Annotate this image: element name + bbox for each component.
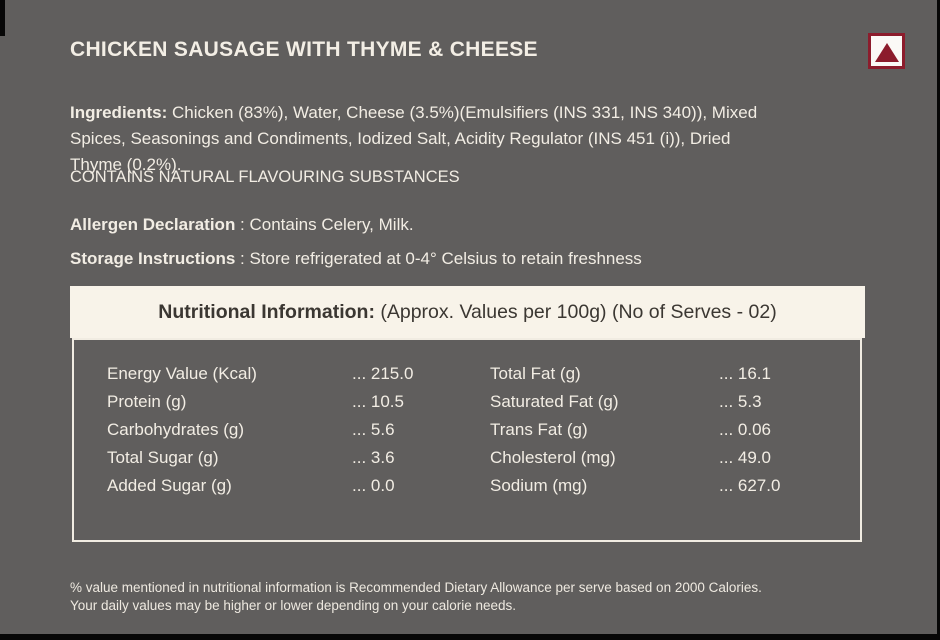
- storage-text: : Store refrigerated at 0-4° Celsius to …: [235, 249, 642, 268]
- rda-disclaimer: % value mentioned in nutritional informa…: [70, 579, 890, 615]
- photo-edge-artifact-right: [937, 0, 940, 640]
- nutrient-value: ... 49.0: [719, 448, 771, 467]
- nutrient-value: ... 627.0: [719, 476, 781, 495]
- ingredients-label: Ingredients:: [70, 103, 168, 122]
- rda-disclaimer-line1: % value mentioned in nutritional informa…: [70, 580, 762, 595]
- nutrition-header-title: Nutritional Information:: [158, 301, 375, 323]
- nutrient-value: ... 10.5: [352, 392, 404, 411]
- nutrient-label: Total Sugar (g): [107, 448, 219, 467]
- nutrition-header-subtitle: (Approx. Values per 100g) (No of Serves …: [374, 301, 777, 323]
- nutrient-label: Added Sugar (g): [107, 476, 232, 495]
- ingredients-paragraph: Ingredients: Chicken (83%), Water, Chees…: [70, 100, 760, 178]
- nutrition-header-bar: Nutritional Information: (Approx. Values…: [70, 286, 865, 338]
- nutrient-value: ... 5.3: [719, 392, 762, 411]
- non-veg-triangle-icon: [874, 42, 899, 62]
- nutrient-value: ... 5.6: [352, 420, 395, 439]
- nutrient-label: Sodium (mg): [490, 476, 588, 495]
- table-row: Energy Value (Kcal) ... 215.0 Total Fat …: [74, 364, 860, 392]
- table-row: Total Sugar (g) ... 3.6 Cholesterol (mg)…: [74, 448, 860, 476]
- photo-edge-artifact-bottom: [0, 634, 940, 640]
- nutrient-label: Saturated Fat (g): [490, 392, 619, 411]
- photo-edge-artifact-topleft: [0, 0, 5, 36]
- contains-statement: CONTAINS NATURAL FLAVOURING SUBSTANCES: [70, 168, 460, 186]
- allergen-text: : Contains Celery, Milk.: [235, 215, 414, 234]
- table-row: Protein (g) ... 10.5 Saturated Fat (g) .…: [74, 392, 860, 420]
- allergen-label: Allergen Declaration: [70, 215, 236, 234]
- nutrient-label: Carbohydrates (g): [107, 420, 245, 439]
- nutrient-label: Energy Value (Kcal): [107, 364, 257, 383]
- nutrient-label: Total Fat (g): [490, 364, 581, 383]
- product-title: CHICKEN SAUSAGE WITH THYME & CHEESE: [70, 38, 538, 61]
- rda-disclaimer-line2: Your daily values may be higher or lower…: [70, 598, 517, 613]
- non-veg-icon: [868, 33, 905, 69]
- table-row: Carbohydrates (g) ... 5.6 Trans Fat (g) …: [74, 420, 860, 448]
- nutrient-value: ... 16.1: [719, 364, 771, 383]
- ingredients-text: Chicken (83%), Water, Cheese (3.5%)(Emul…: [70, 103, 758, 174]
- nutrient-value: ... 3.6: [352, 448, 395, 467]
- storage-label: Storage Instructions: [70, 249, 236, 268]
- nutrient-value: ... 215.0: [352, 364, 414, 383]
- storage-instructions: Storage Instructions : Store refrigerate…: [70, 249, 642, 269]
- nutrient-label: Trans Fat (g): [490, 420, 588, 439]
- table-row: Added Sugar (g) ... 0.0 Sodium (mg) ... …: [74, 476, 860, 504]
- nutrient-label: Cholesterol (mg): [490, 448, 616, 467]
- nutrient-value: ... 0.06: [719, 420, 771, 439]
- nutrition-table: Energy Value (Kcal) ... 215.0 Total Fat …: [72, 338, 862, 542]
- nutrient-label: Protein (g): [107, 392, 187, 411]
- nutrient-value: ... 0.0: [352, 476, 395, 495]
- allergen-declaration: Allergen Declaration : Contains Celery, …: [70, 215, 414, 235]
